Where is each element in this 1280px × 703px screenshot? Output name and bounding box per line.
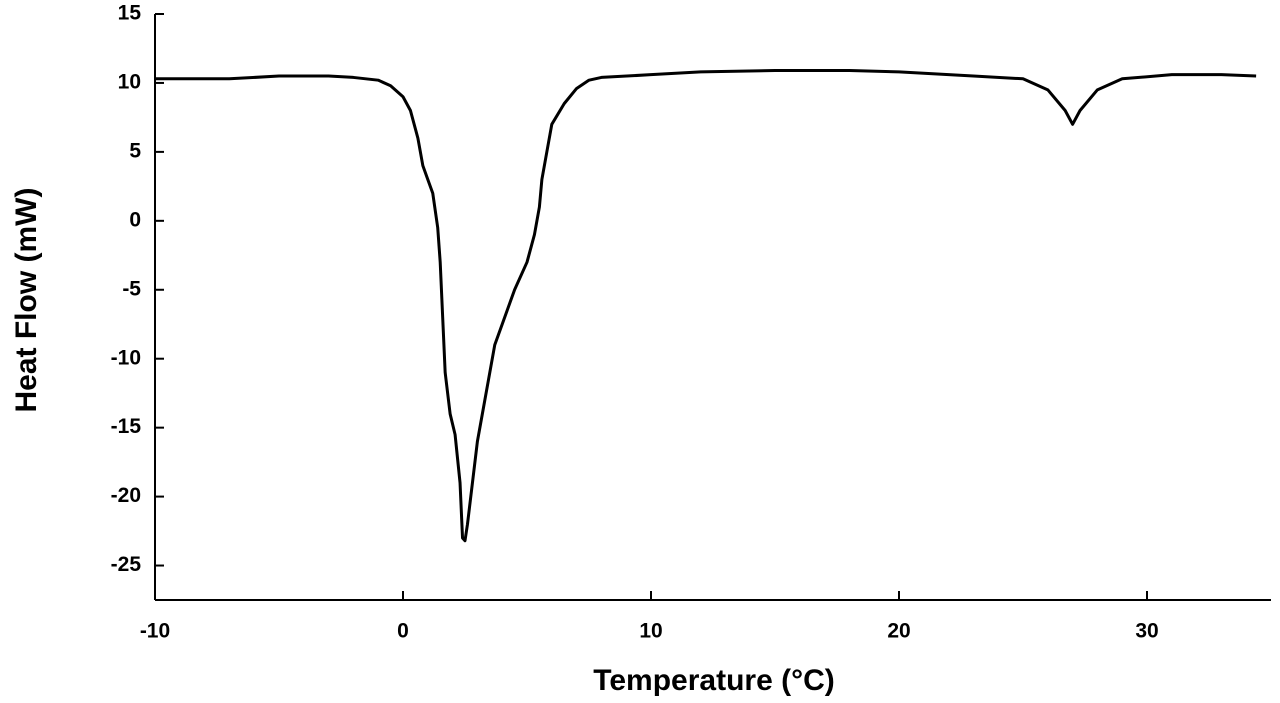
data-line [155, 69, 1257, 543]
x-tick-label: -10 [140, 620, 170, 643]
y-axis-title: Heat Flow (mW) [10, 188, 43, 413]
x-tick-label: 0 [397, 620, 409, 643]
y-tick-label: -15 [111, 415, 142, 438]
x-axis-title: Temperature (°C) [593, 664, 834, 697]
y-tick-label: -5 [122, 277, 141, 300]
y-tick-label: 10 [118, 70, 141, 93]
x-tick-label: 10 [639, 620, 662, 643]
y-tick-label: 5 [129, 139, 141, 162]
y-tick-label: -25 [111, 553, 142, 576]
y-tick-label: -10 [111, 346, 141, 369]
y-tick-label: 0 [129, 208, 141, 231]
x-tick-label: 20 [887, 620, 910, 643]
y-tick-label: 15 [118, 2, 142, 25]
x-tick-label: 30 [1135, 620, 1158, 643]
y-tick-label: -20 [111, 484, 141, 507]
